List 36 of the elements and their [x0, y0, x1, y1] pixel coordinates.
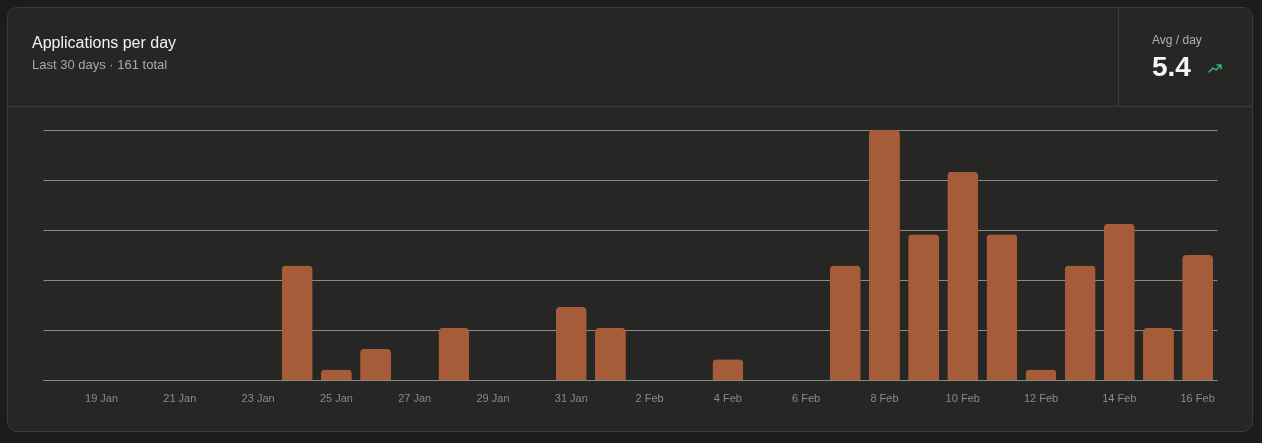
bar [1025, 369, 1057, 380]
bar [868, 130, 900, 380]
x-tick-label: 25 Jan [319, 391, 353, 404]
bar [320, 369, 352, 380]
x-tick-label: 10 Feb [945, 391, 980, 404]
bar [829, 265, 861, 380]
text: 5.4 [1152, 51, 1191, 83]
bar [1182, 255, 1214, 380]
x-tick-label: 8 Feb [870, 391, 899, 404]
bar [555, 307, 587, 380]
x-tick-label: 2 Feb [635, 391, 664, 404]
bar [1143, 328, 1174, 380]
bar [947, 171, 979, 380]
x-tick-label: 12 Feb [1023, 391, 1059, 404]
bar [360, 348, 392, 380]
x-tick-label: 14 Feb [1102, 391, 1137, 404]
bar [712, 359, 744, 380]
x-tick-label: 23 Jan [241, 391, 275, 404]
bar [908, 234, 940, 380]
x-tick-label: 27 Jan [398, 391, 432, 404]
bar [281, 265, 313, 380]
x-tick-label: 21 Jan [163, 391, 197, 404]
bar [594, 328, 626, 380]
x-tick-label: 29 Jan [476, 391, 510, 404]
chart-subtitle: Last 30 days · 161 total [32, 57, 168, 72]
bar [986, 234, 1018, 380]
text: Avg / day [1152, 33, 1202, 47]
bar [1103, 223, 1135, 380]
x-tick-label: 31 Jan [554, 391, 588, 404]
x-tick-label: 16 Feb [1180, 391, 1215, 404]
x-tick-label: 19 Jan [85, 391, 119, 404]
x-tick-label: 6 Feb [792, 391, 821, 404]
bar [438, 328, 470, 380]
x-tick-label: 4 Feb [713, 391, 742, 404]
chart-title: Applications per day [32, 34, 177, 52]
bar [1064, 265, 1096, 380]
